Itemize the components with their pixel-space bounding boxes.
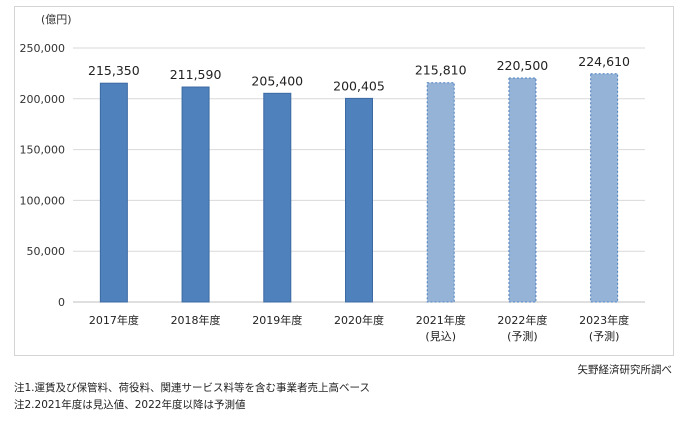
- data-label: 211,590: [170, 67, 222, 82]
- x-tick-sublabel: (見込): [425, 330, 456, 343]
- x-tick-label: 2023年度: [579, 313, 629, 327]
- x-tick-label: 2022年度: [497, 313, 547, 327]
- y-tick-label: 50,000: [27, 245, 66, 258]
- x-tick-sublabel: (予測): [589, 329, 620, 343]
- source-credit: 矢野経済研究所調べ: [577, 364, 673, 376]
- data-label: 205,400: [251, 73, 303, 88]
- x-tick-label: 2021年度: [416, 313, 466, 327]
- bar: [181, 86, 210, 303]
- y-tick-label: 150,000: [20, 144, 66, 157]
- y-tick-label: 200,000: [20, 93, 66, 106]
- footnote-2: 注2.2021年度は見込値、2022年度以降は予測値: [14, 399, 246, 411]
- data-label: 215,810: [415, 63, 467, 78]
- bar-projected: [508, 77, 537, 303]
- data-label: 215,350: [88, 63, 140, 78]
- bar-projected: [590, 73, 619, 303]
- data-label: 220,500: [497, 58, 549, 73]
- y-tick-label: 250,000: [20, 42, 66, 55]
- bar: [345, 97, 373, 303]
- bar: [263, 92, 292, 303]
- bar: [99, 82, 128, 303]
- x-tick-sublabel: (予測): [507, 329, 538, 343]
- y-unit-label: (億円): [41, 13, 72, 26]
- data-label: 200,405: [333, 78, 385, 93]
- bar-projected: [426, 82, 455, 303]
- x-tick-label: 2017年度: [89, 313, 139, 327]
- y-tick-label: 0: [58, 296, 65, 309]
- bar-chart: (億円) 0 50,000 100,000 150,000 200,000 250,000 2…: [20, 13, 645, 343]
- x-tick-label: 2020年度: [334, 313, 384, 327]
- y-tick-label: 100,000: [20, 194, 66, 207]
- footnote-1: 注1.運賃及び保管料、荷役料、関連サービス料等を含む事業者売上高ベース: [14, 382, 370, 394]
- x-tick-label: 2018年度: [171, 313, 221, 327]
- chart-frame: (億円) 0 50,000 100,000 150,000 200,000 250,000 2…: [14, 6, 674, 356]
- data-label: 224,610: [578, 54, 630, 69]
- x-tick-label: 2019年度: [252, 313, 302, 327]
